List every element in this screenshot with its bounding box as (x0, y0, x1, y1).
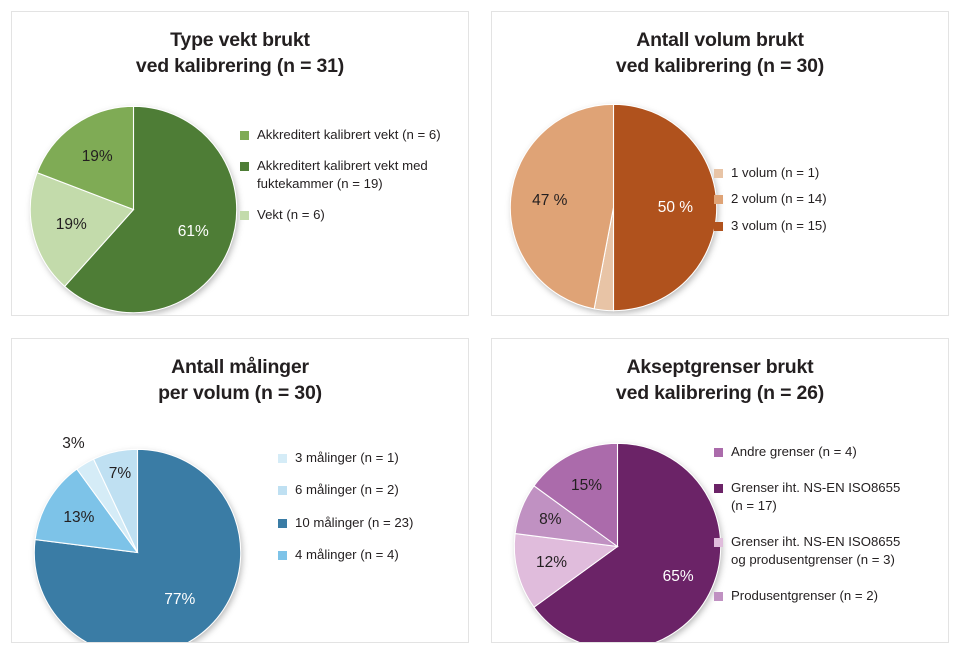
panel-antall-volum-brukt: Antall volum brukt ved kalibrering (n = … (491, 11, 949, 316)
legend-swatch-icon (278, 454, 287, 463)
legend-label: 3 volum (n = 15) (731, 217, 827, 233)
legend-akseptgrenser-brukt: Andre grenser (n = 4) Grenser iht. NS-EN… (714, 443, 944, 624)
legend-label: 2 volum (n = 14) (731, 191, 827, 207)
legend-item[interactable]: Andre grenser (n = 4) (714, 443, 944, 460)
legend-swatch-icon (278, 486, 287, 496)
legend-antall-volum-brukt: 1 volum (n = 1) 2 volum (n = 14) 3 volum… (714, 164, 929, 243)
legend-swatch-icon (278, 518, 287, 528)
legend-label: 6 målinger (n = 2) (295, 482, 399, 498)
legend-label: 1 volum (n = 1) (731, 165, 820, 180)
pie-slice[interactable] (36, 105, 135, 211)
pie-slice[interactable] (533, 442, 722, 643)
legend-item[interactable]: Produsentgrenser (n = 2) (714, 587, 944, 604)
legend-label: Grenser iht. NS-EN ISO8655 (n = 17) (731, 480, 901, 513)
legend-swatch-icon (278, 551, 287, 561)
legend-swatch-icon (714, 592, 723, 602)
legend-label: Vekt (n = 6) (257, 207, 325, 223)
legend-item[interactable]: Akkreditert kalibrert vekt med fuktekamm… (240, 157, 465, 192)
legend-antall-malinger-per-volum: 3 målinger (n = 1) 6 målinger (n = 2) 10… (278, 449, 468, 579)
pie-chart-antall-malinger-per-volum: 77% 13% 3% 7% (30, 435, 245, 642)
legend-label: Akkreditert kalibrert vekt (n = 6) (257, 127, 441, 142)
legend-item[interactable]: Akkreditert kalibrert vekt (n = 6) (240, 126, 465, 143)
legend-swatch-icon (714, 484, 723, 494)
legend-item[interactable]: Vekt (n = 6) (240, 206, 465, 223)
legend-label: Grenser iht. NS-EN ISO8655 og produsentg… (731, 534, 901, 567)
chart-area: 65% 12% 8% 15% Andre grenser (n = 4) Grense… (492, 421, 948, 642)
pie-slice[interactable] (34, 468, 139, 554)
legend-type-vekt-brukt: Akkreditert kalibrert vekt (n = 6) Akkre… (240, 126, 465, 238)
legend-swatch-icon (240, 162, 249, 172)
pie-slice[interactable] (513, 532, 619, 608)
legend-label: Produsentgrenser (n = 2) (731, 588, 878, 604)
pie-chart-type-vekt-brukt: 61% 19% 19% (26, 102, 241, 315)
pie-slice[interactable] (509, 103, 615, 310)
legend-swatch-icon (240, 131, 249, 140)
panel-type-vekt-brukt: Type vekt brukt ved kalibrering (n = 31)… (11, 11, 469, 316)
pie-svg (33, 448, 242, 642)
legend-swatch-icon (714, 538, 723, 548)
legend-item[interactable]: Grenser iht. NS-EN ISO8655 (n = 17) (714, 479, 944, 514)
pie-svg (509, 103, 718, 312)
legend-label: 4 målinger (n = 4) (295, 547, 399, 563)
legend-item[interactable]: 3 volum (n = 15) (714, 217, 929, 234)
legend-item[interactable]: 6 målinger (n = 2) (278, 481, 468, 498)
pie-slice[interactable] (29, 171, 135, 288)
legend-item[interactable]: 10 målinger (n = 23) (278, 514, 468, 531)
pie-chart-antall-volum-brukt: 50 %3 %47 % (506, 100, 721, 315)
legend-swatch-icon (240, 211, 249, 221)
pie-svg (29, 105, 238, 314)
chart-area: 77% 13% 3% 7% 3 målinger (n = 1) 6 målinger… (12, 421, 468, 642)
pie-chart-akseptgrenser-brukt: 65% 12% 8% 15% (510, 439, 725, 643)
legend-swatch-icon (714, 221, 723, 231)
pie-slice[interactable] (533, 442, 619, 548)
legend-item[interactable]: 2 volum (n = 14) (714, 190, 929, 207)
pie-slice[interactable] (612, 103, 718, 312)
panel-title: Antall volum brukt ved kalibrering (n = … (615, 29, 825, 77)
pie-svg (513, 442, 722, 643)
legend-label: Akkreditert kalibrert vekt med fuktekamm… (257, 158, 428, 191)
legend-label: 10 målinger (n = 23) (295, 514, 414, 530)
legend-item[interactable]: 4 målinger (n = 4) (278, 546, 468, 563)
panel-antall-malinger-per-volum: Antall målinger per volum (n = 30) 77% 13… (11, 338, 469, 643)
pie-slice[interactable] (63, 105, 238, 314)
legend-swatch-icon (714, 448, 723, 457)
legend-item[interactable]: 1 volum (n = 1) (714, 164, 929, 181)
panel-title: Akseptgrenser brukt ved kalibrering (n =… (615, 356, 825, 404)
panel-title: Type vekt brukt ved kalibrering (n = 31) (135, 29, 345, 77)
pie-slice[interactable] (92, 448, 139, 553)
legend-swatch-icon (714, 169, 723, 178)
legend-label: 3 målinger (n = 1) (295, 450, 399, 465)
panel-title: Antall målinger per volum (n = 30) (158, 356, 322, 404)
legend-label: Andre grenser (n = 4) (731, 444, 857, 459)
panel-akseptgrenser-brukt: Akseptgrenser brukt ved kalibrering (n =… (491, 338, 949, 643)
chart-area: 61% 19% 19% Akkreditert kalibrert vekt (n … (12, 94, 468, 315)
legend-swatch-icon (714, 195, 723, 205)
legend-item[interactable]: Grenser iht. NS-EN ISO8655 og produsentg… (714, 533, 944, 568)
chart-area: 50 %3 %47 % 1 volum (n = 1) 2 volum (n =… (492, 94, 948, 315)
legend-item[interactable]: 3 målinger (n = 1) (278, 449, 468, 466)
